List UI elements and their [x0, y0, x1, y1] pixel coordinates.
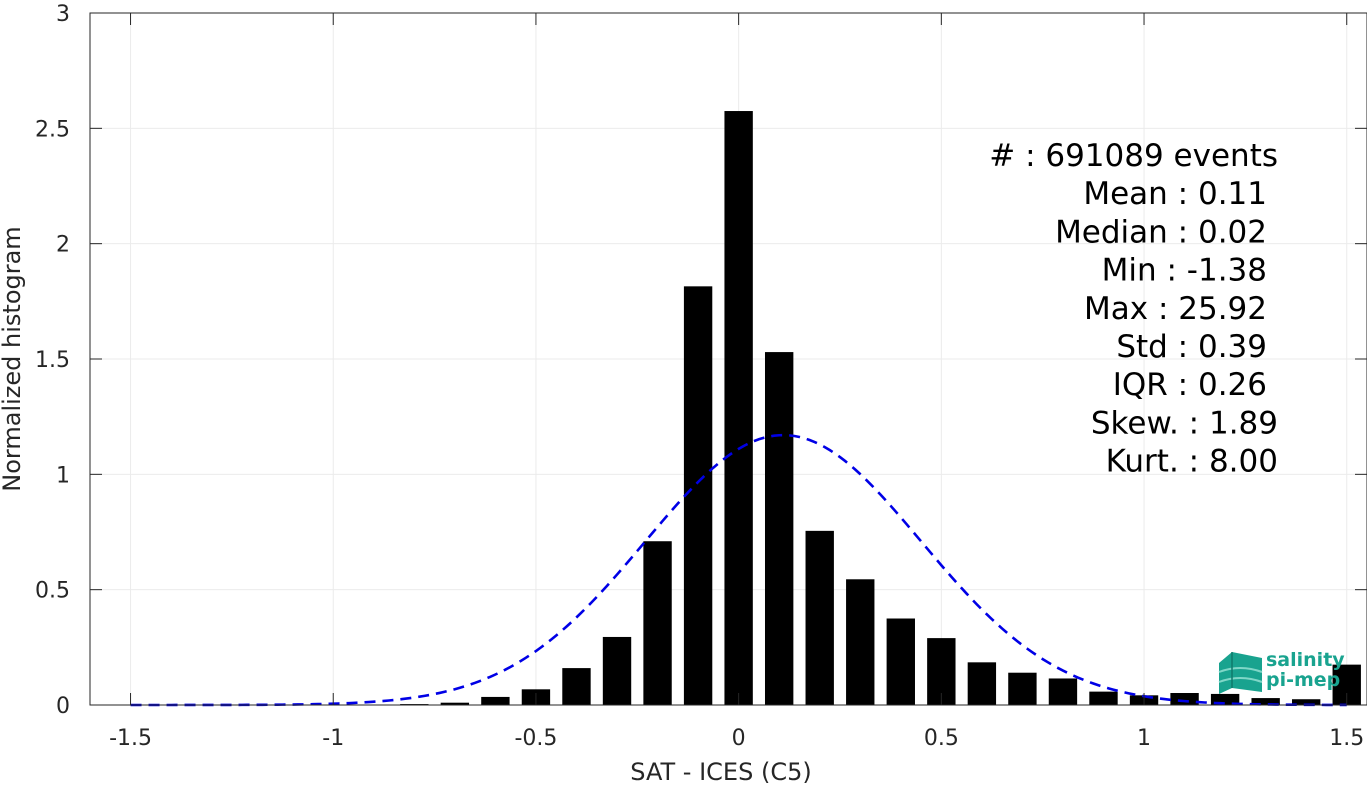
histogram-bar-17	[805, 530, 834, 705]
stats-line-5: Std : 0.39	[1116, 329, 1267, 365]
y-tick-label-0: 0	[56, 694, 70, 719]
histogram-bar-24	[1089, 691, 1118, 705]
x-tick-label-5: 1	[1137, 726, 1151, 751]
histogram-bar-23	[1048, 678, 1078, 705]
y-axis-label: Normalized histogram	[0, 226, 26, 491]
y-tick-label-3: 1.5	[35, 348, 70, 373]
histogram-bars	[319, 111, 1361, 706]
histogram-bar-21	[967, 662, 997, 705]
histogram-bar-9	[481, 696, 510, 705]
x-tick-label-3: 0	[732, 726, 746, 751]
histogram-bar-18	[846, 579, 875, 705]
histogram-bar-26	[1170, 693, 1199, 705]
stats-line-7: Skew. : 1.89	[1091, 405, 1278, 441]
x-tick-label-6: 1.5	[1329, 726, 1364, 751]
axis-ticks	[90, 12, 1367, 706]
histogram-bar-28	[1251, 698, 1280, 705]
histogram-bar-11	[562, 668, 591, 705]
y-tick-label-1: 0.5	[35, 579, 70, 604]
logo-text-line2: pi-mep	[1266, 669, 1340, 691]
salinity-pimep-logo: salinity pi-mep	[1218, 649, 1345, 694]
histogram-bar-15	[724, 111, 753, 706]
x-axis-label: SAT - ICES (C5)	[630, 758, 811, 785]
histogram-bar-19	[886, 618, 915, 705]
histogram-bar-22	[1008, 672, 1037, 705]
stats-line-6: IQR : 0.26	[1113, 367, 1267, 403]
histogram-bar-27	[1210, 693, 1240, 705]
histogram-bar-29	[1292, 699, 1321, 705]
y-tick-label-6: 3	[56, 2, 70, 27]
logo-mark-icon	[1218, 652, 1263, 694]
histogram-bar-16	[764, 352, 794, 705]
stats-line-2: Median : 0.02	[1055, 214, 1267, 250]
histogram-bar-8	[440, 702, 470, 705]
x-tick-label-4: 0.5	[924, 726, 959, 751]
y-tick-label-4: 2	[56, 233, 70, 258]
x-tick-label-2: -0.5	[514, 726, 557, 751]
histogram-bar-14	[683, 286, 713, 705]
histogram-bar-12	[602, 636, 632, 705]
x-tick-label-1: -1	[322, 726, 344, 751]
stats-line-8: Kurt. : 8.00	[1106, 444, 1278, 480]
x-tick-labels: -1.5 -1 -0.5 0 0.5 1 1.5	[109, 726, 1364, 751]
stats-line-3: Min : -1.38	[1102, 253, 1267, 289]
stats-line-4: Max : 25.92	[1084, 291, 1267, 327]
y-tick-labels: 0 0.5 1 1.5 2 2.5 3	[35, 2, 70, 719]
stats-line-1: Mean : 0.11	[1083, 176, 1267, 212]
stats-line-0: # : 691089 events	[989, 138, 1278, 174]
logo-text-line1: salinity	[1266, 649, 1345, 671]
y-tick-label-2: 1	[56, 463, 70, 488]
histogram-bar-13	[643, 541, 672, 705]
x-tick-label-0: -1.5	[109, 726, 152, 751]
y-tick-label-5: 2.5	[35, 117, 70, 142]
